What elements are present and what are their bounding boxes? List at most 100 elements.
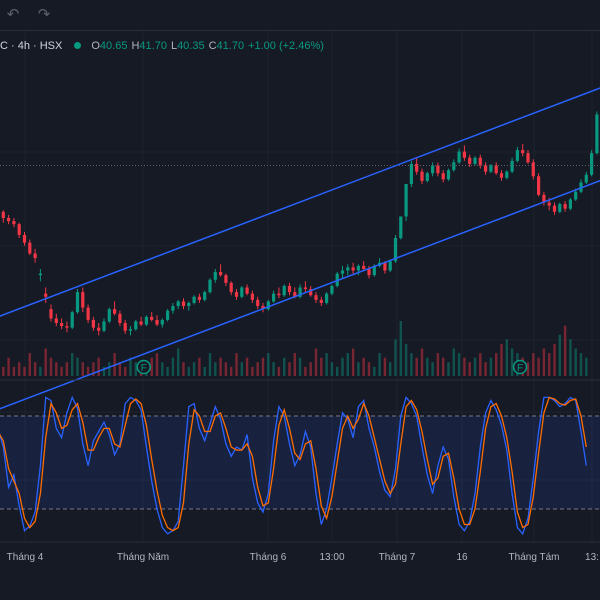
- toolbar-divider: [0, 30, 600, 31]
- candle: [118, 310, 122, 327]
- volume-bar: [7, 357, 10, 376]
- candle: [60, 318, 64, 330]
- volume-bar: [346, 353, 349, 376]
- volume-bar: [150, 357, 153, 376]
- candle: [160, 318, 164, 328]
- candlesticks: [1, 111, 599, 336]
- volume-bar: [108, 362, 111, 376]
- candle: [431, 162, 435, 177]
- volume-bar: [267, 353, 270, 376]
- stoch-k-line: [0, 395, 587, 536]
- volume-bar: [563, 325, 567, 376]
- candle: [468, 154, 472, 168]
- volume-bar: [18, 362, 21, 376]
- volume-bar: [463, 357, 466, 376]
- volume-bar: [489, 357, 493, 376]
- volume-bar: [245, 357, 249, 376]
- symbol-name[interactable]: C · 4h · HSX: [0, 40, 63, 52]
- low-label: L: [170, 40, 178, 52]
- x-tick-label: Tháng 7: [378, 552, 416, 563]
- candle: [563, 201, 567, 212]
- candle: [54, 313, 58, 327]
- financial-event-marker[interactable]: F: [512, 359, 528, 375]
- candle: [22, 231, 27, 246]
- candle: [128, 326, 133, 336]
- volume-bar: [288, 362, 291, 376]
- candle: [86, 304, 90, 324]
- candle: [462, 145, 466, 161]
- volume-bar: [60, 366, 63, 376]
- volume-bar: [351, 348, 355, 376]
- volume-bar: [495, 353, 498, 376]
- candle: [139, 316, 143, 327]
- channel-upper-line: [0, 87, 600, 317]
- candle: [171, 302, 175, 314]
- candle: [590, 150, 594, 177]
- volume-bar: [219, 357, 222, 376]
- candle: [97, 323, 101, 336]
- candle: [457, 148, 461, 164]
- change-value: +1.00 (+2.46%): [248, 40, 324, 52]
- candle: [282, 284, 286, 297]
- undo-icon[interactable]: ↶: [6, 6, 20, 23]
- candle: [7, 214, 11, 225]
- stochastic-pane: [0, 395, 600, 536]
- candle: [155, 315, 159, 327]
- x-tick-label: 16: [456, 552, 468, 563]
- volume-bar: [65, 362, 69, 376]
- candle: [425, 171, 429, 183]
- candle: [287, 282, 292, 296]
- event-marker-label: F: [141, 363, 147, 374]
- candle: [494, 162, 498, 175]
- volume-bar: [558, 334, 561, 376]
- candle: [489, 163, 493, 174]
- volume-bar: [325, 353, 328, 376]
- volume-bar: [309, 362, 312, 376]
- volume-bar: [118, 362, 122, 376]
- close-value: 41.70: [216, 40, 245, 52]
- financial-event-marker[interactable]: F: [136, 359, 151, 375]
- volume-bar: [553, 343, 556, 376]
- candle: [579, 179, 583, 194]
- volume-bar: [357, 362, 360, 376]
- volume-bar: [208, 353, 212, 376]
- candle: [144, 315, 148, 327]
- volume-bar: [304, 366, 307, 376]
- volume-bar: [214, 362, 217, 376]
- volume-bar: [12, 366, 16, 376]
- candle: [441, 170, 445, 183]
- candle: [399, 216, 403, 240]
- x-tick-label: Tháng 6: [249, 552, 287, 563]
- candle: [250, 290, 254, 303]
- volume-bar: [134, 362, 137, 376]
- volume-bar: [102, 366, 106, 376]
- market-status-icon: [74, 42, 82, 49]
- volume-bar: [394, 339, 397, 376]
- candle: [28, 239, 32, 256]
- volume-bar: [23, 366, 26, 376]
- candle: [150, 312, 154, 322]
- candle: [314, 292, 318, 303]
- volume-bar: [76, 357, 79, 376]
- redo-icon[interactable]: ↷: [37, 6, 51, 23]
- volume-bar: [330, 362, 334, 376]
- candle: [340, 265, 345, 279]
- volume-bar: [479, 353, 482, 376]
- candle: [245, 284, 249, 296]
- volume-bar: [224, 362, 228, 376]
- candle: [192, 295, 196, 305]
- volume-bars: [2, 321, 588, 376]
- volume-bar: [378, 353, 381, 376]
- volume-bar: [537, 357, 540, 376]
- volume-bar: [203, 366, 206, 376]
- candle: [409, 160, 413, 188]
- candle: [499, 170, 504, 181]
- channel-lower-line: [0, 179, 600, 410]
- candle: [558, 202, 562, 214]
- volume-bar: [505, 339, 508, 376]
- candle: [33, 248, 37, 263]
- volume-bar: [129, 357, 132, 376]
- volume-bar: [468, 362, 471, 376]
- candle: [446, 168, 451, 181]
